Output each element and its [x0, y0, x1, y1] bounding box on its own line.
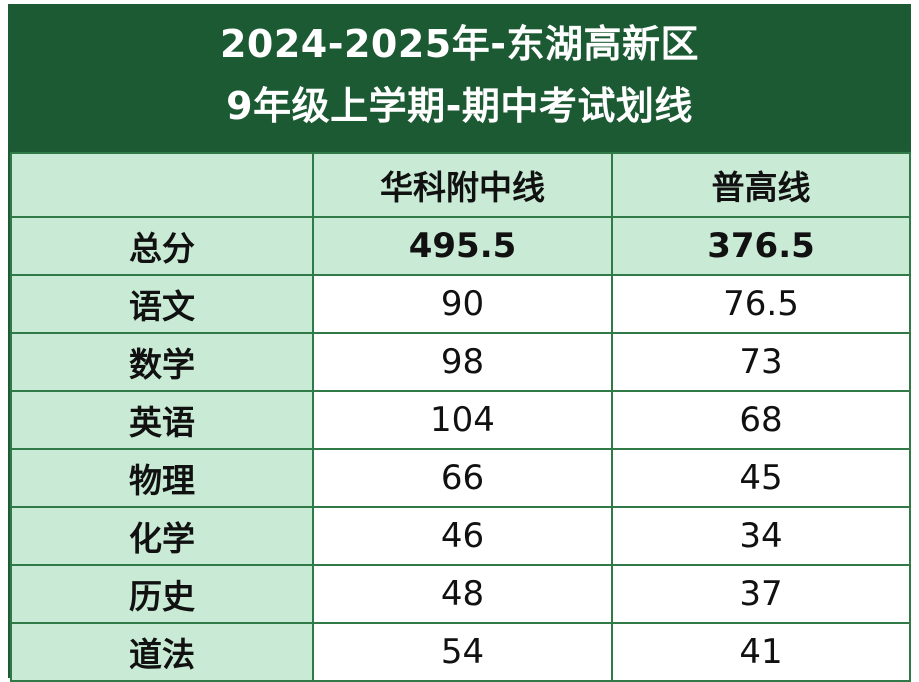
title-line-1: 2024-2025年-东湖高新区: [219, 22, 700, 66]
header-corner-cell: [10, 152, 314, 218]
cell-general-score: 34: [611, 506, 911, 566]
table-row-total: 总分 495.5 376.5: [10, 216, 911, 276]
row-label-subject: 英语: [10, 390, 314, 450]
row-label-subject: 化学: [10, 506, 314, 566]
table-row: 历史 48 37: [10, 564, 911, 624]
cell-total-general: 376.5: [611, 216, 911, 276]
cutoff-score-table: 华科附中线 普高线 总分 495.5 376.5 语文 90 76.5 数学 9…: [10, 152, 911, 682]
table-row: 语文 90 76.5: [10, 274, 911, 334]
cell-total-huake: 495.5: [312, 216, 613, 276]
table-row: 数学 98 73: [10, 332, 911, 392]
cell-huake-score: 54: [312, 622, 613, 682]
title-banner: 2024-2025年-东湖高新区 9年级上学期-期中考试划线: [10, 6, 909, 150]
cell-huake-score: 90: [312, 274, 613, 334]
row-label-subject: 道法: [10, 622, 314, 682]
row-label-total: 总分: [10, 216, 314, 276]
cell-general-score: 76.5: [611, 274, 911, 334]
cell-huake-score: 48: [312, 564, 613, 624]
header-huake-line: 华科附中线: [312, 152, 613, 218]
table-header-row: 华科附中线 普高线: [10, 152, 911, 218]
cell-huake-score: 46: [312, 506, 613, 566]
table-row: 道法 54 41: [10, 622, 911, 682]
row-label-subject: 历史: [10, 564, 314, 624]
cell-general-score: 73: [611, 332, 911, 392]
row-label-subject: 数学: [10, 332, 314, 392]
table-row: 化学 46 34: [10, 506, 911, 566]
cell-general-score: 68: [611, 390, 911, 450]
cell-huake-score: 104: [312, 390, 613, 450]
cell-general-score: 37: [611, 564, 911, 624]
score-table-card: 2024-2025年-东湖高新区 9年级上学期-期中考试划线 华科附中线 普高线…: [8, 4, 911, 682]
cell-huake-score: 66: [312, 448, 613, 508]
title-line-2: 9年级上学期-期中考试划线: [226, 84, 693, 128]
cell-general-score: 45: [611, 448, 911, 508]
cell-huake-score: 98: [312, 332, 613, 392]
table-row: 物理 66 45: [10, 448, 911, 508]
row-label-subject: 语文: [10, 274, 314, 334]
header-general-high-line: 普高线: [611, 152, 911, 218]
row-label-subject: 物理: [10, 448, 314, 508]
table-row: 英语 104 68: [10, 390, 911, 450]
cell-general-score: 41: [611, 622, 911, 682]
